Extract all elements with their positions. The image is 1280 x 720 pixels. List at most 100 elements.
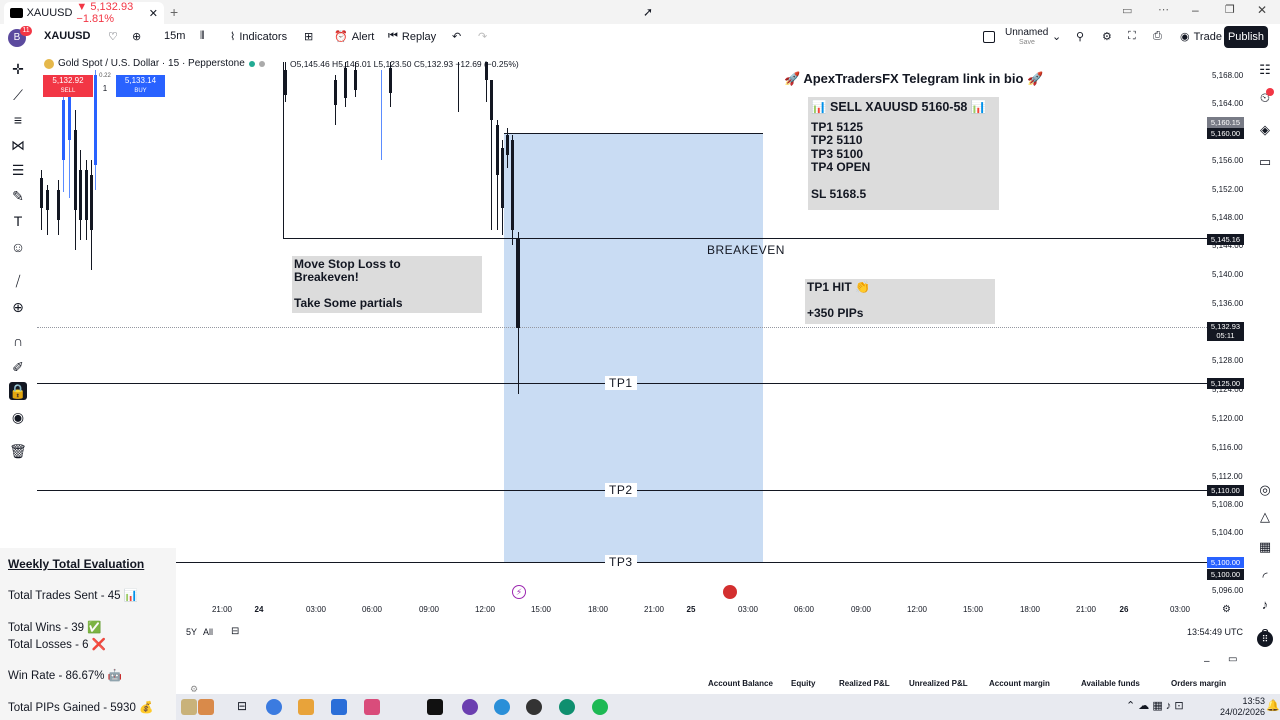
visibility-icon[interactable]: ◉ [11,408,25,425]
pattern-icon[interactable]: ⋈ [11,136,25,153]
camera-icon[interactable]: ⎙ [1153,30,1162,42]
trade-button[interactable]: ◉ Trade [1180,30,1222,44]
magnet-icon[interactable]: ∩ [12,333,24,349]
total-trades: Total Trades Sent - 45 📊 [8,590,139,602]
panel-settings-icon[interactable]: ⚙ [190,684,199,694]
cast-icon[interactable]: ▭ [1122,5,1133,17]
alert-button[interactable]: ⏰ Alert [334,30,374,44]
favorite-icon[interactable]: ♡ [108,31,118,43]
time-axis-label: 15:00 [530,605,552,614]
indicators-button[interactable]: ⌇ Indicators [230,30,287,44]
capcut-icon[interactable] [364,699,380,715]
task-view-icon[interactable]: ⊟ [236,699,248,713]
target-zone[interactable] [504,133,763,563]
app-icon[interactable] [494,699,510,715]
account-margin-label: Account margin [989,679,1050,688]
lock-drawings-icon[interactable]: ✐ [12,358,24,375]
crosshair-icon[interactable]: ✛ [12,60,24,77]
templates-icon[interactable]: ⊞ [304,31,314,43]
settings-icon[interactable]: ⚙ [1102,31,1112,43]
pinned-app-icon[interactable] [181,699,197,715]
browser-icon[interactable] [559,699,575,715]
app-icon[interactable] [462,699,478,715]
redo-icon[interactable]: ↷ [478,31,488,43]
close-tab-icon[interactable]: ✕ [148,7,158,20]
calendar-icon[interactable]: ▦ [1258,539,1272,554]
undo-icon[interactable]: ↶ [452,31,462,43]
candle [491,80,492,230]
replay-button[interactable]: ⏮ Replay [388,30,436,43]
fib-icon[interactable]: ≡ [13,112,23,128]
goto-date-icon[interactable]: ⊟ [231,626,240,637]
breakeven-line[interactable] [283,238,1207,239]
system-tray-icons[interactable]: ⌃ ☁ ▦ ♪ ⊡ [1126,700,1184,712]
candle [94,75,97,165]
target-icon[interactable]: ◎ [1259,482,1271,497]
panel-maximize-icon[interactable]: ▭ [1228,654,1238,665]
more-icon[interactable]: ⋯ [1158,4,1169,16]
notifications-icon[interactable]: 🔔 [1266,700,1280,712]
order-qty[interactable]: 1 [102,84,108,93]
signal-box[interactable]: 📊 SELL XAUUSD 5160-58 📊 TP1 5125 TP2 511… [808,97,999,210]
trend-line-icon[interactable]: ⟋ [13,86,23,103]
stream-icon[interactable]: ◜ [1262,569,1268,584]
panel-minimize-icon[interactable]: – [1204,656,1210,667]
fullscreen-icon[interactable]: ⛶ [1128,30,1136,42]
trade-label: Trade [1193,30,1222,43]
layout-name[interactable]: Unnamed Save [1005,28,1048,48]
file-explorer-icon[interactable] [298,699,314,715]
pinned-app-icon[interactable] [198,699,214,715]
close-window-icon[interactable]: ✕ [1257,3,1268,17]
text-icon[interactable]: T [13,213,23,229]
app-icon[interactable] [526,699,542,715]
restore-icon[interactable]: ❐ [1225,4,1235,16]
entry-line[interactable] [504,133,763,134]
quick-search-icon[interactable]: ⚲ [1076,31,1085,43]
watchlist-icon[interactable]: ☷ [1259,62,1271,77]
emoji-icon[interactable]: ☺ [10,239,26,255]
ruler-icon[interactable]: ⧸ [15,272,21,289]
lock-icon[interactable]: 🔒 [9,382,27,400]
time-axis-label: 25 [686,605,696,614]
current-price: 5,132.93 [1210,322,1241,331]
copilot-icon[interactable] [266,699,282,715]
spotify-icon[interactable] [592,699,608,715]
taskbar-clock[interactable]: 13:53 24/02/2026 [1220,696,1265,718]
tradingview-icon[interactable] [427,699,443,715]
candle [485,62,488,80]
price-tag-tp3-a: 5,100.00 [1207,557,1244,568]
layout-icon[interactable] [983,31,995,43]
tp3-line[interactable] [176,562,1207,563]
compare-add-icon[interactable]: ⊕ [132,31,142,43]
edge-icon[interactable] [331,699,347,715]
chart-type-icon[interactable]: ⫴ [200,30,205,42]
symbol-search[interactable]: XAUUSD [44,30,90,42]
us-flag-event-icon[interactable] [723,585,737,599]
utc-clock[interactable]: 13:54:49 UTC [1187,627,1244,637]
sell-button[interactable]: 5,132.92 SELL [43,75,93,97]
zoom-icon[interactable]: ⊕ [12,298,24,315]
range-all[interactable]: All [203,627,214,637]
new-tab-button[interactable]: + [170,4,179,20]
telegram-banner[interactable]: 🚀 ApexTradersFX Telegram link in bio 🚀 [784,71,1044,86]
browser-tab[interactable]: XAUUSD ▼ 5,132.93 −1.81% ✕ [4,1,164,25]
move-sl-note[interactable]: Move Stop Loss to Breakeven! Take Some p… [292,256,482,313]
bell-icon[interactable]: ♪ [1261,597,1269,612]
alerts-clock-icon[interactable]: ⏲ [1259,90,1271,105]
chevron-down-icon[interactable]: ⌄ [1052,31,1062,43]
ideas-icon[interactable]: △ [1260,509,1270,524]
event-marker-icon[interactable]: ⚡ [512,585,526,599]
publish-button[interactable]: Publish [1224,26,1268,48]
range-5y[interactable]: 5Y [186,627,198,637]
axis-settings-icon[interactable]: ⚙ [1222,604,1231,615]
chat-icon[interactable]: ▭ [1258,154,1272,169]
brush-icon[interactable]: ✎ [12,187,24,204]
apps-grid-icon[interactable]: ⠿ [1257,631,1273,647]
forecast-icon[interactable]: ☰ [11,161,25,178]
layers-icon[interactable]: ◈ [1260,122,1270,137]
tp1-hit-note[interactable]: TP1 HIT 👏 +350 PIPs [805,279,995,324]
trash-icon[interactable]: 🗑 [9,442,27,459]
interval-selector[interactable]: 15m [164,30,186,42]
buy-button[interactable]: 5,133.14 BUY [116,75,165,97]
minimize-icon[interactable]: – [1192,3,1199,17]
